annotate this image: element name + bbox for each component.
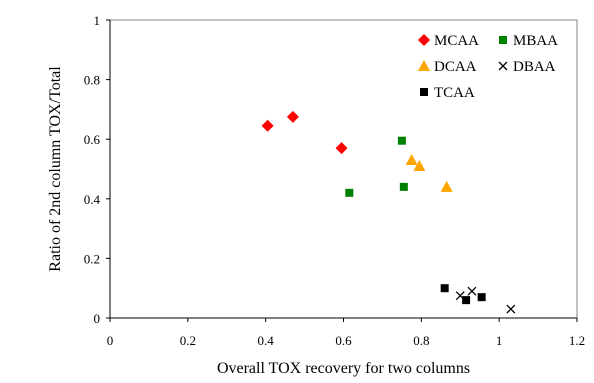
legend-marker-mcaa <box>418 34 430 46</box>
data-point-tcaa <box>462 296 471 305</box>
data-point-dcaa <box>440 180 453 192</box>
data-points <box>261 110 516 314</box>
legend-marker-mbaa <box>499 36 507 44</box>
legend-marker-dcaa <box>418 60 430 71</box>
x-tick-label: 0.4 <box>258 333 275 348</box>
y-axis-ticks: 0 0.2 0.4 0.6 0.8 1 <box>84 13 110 326</box>
x-tick-label: 0.6 <box>335 333 352 348</box>
legend-label-mcaa: MCAA <box>434 33 479 49</box>
data-point-dbaa <box>467 286 477 296</box>
x-tick-label: 0.8 <box>413 333 429 348</box>
legend-label-dbaa: DBAA <box>513 59 556 75</box>
x-tick-label: 1 <box>496 333 503 348</box>
data-point-dcaa <box>413 160 426 172</box>
x-axis-ticks: 0 0.2 0.4 0.6 0.8 1 1.2 <box>107 318 585 348</box>
x-tick-label: 0.2 <box>180 333 196 348</box>
x-tick-label: 1.2 <box>569 333 585 348</box>
y-axis-title: Ratio of 2nd column TOX/Total <box>47 66 64 272</box>
plot-area <box>109 19 578 319</box>
data-point-dbaa <box>506 304 516 314</box>
legend-marker-tcaa <box>420 88 428 96</box>
data-point-dcaa <box>405 154 418 166</box>
x-tick-label: 0 <box>107 333 114 348</box>
data-point-tcaa <box>477 293 486 302</box>
data-point-mcaa <box>261 119 274 132</box>
data-point-mbaa <box>399 182 408 191</box>
y-tick-label: 0.8 <box>84 73 100 88</box>
data-point-mbaa <box>397 136 406 145</box>
y-tick-label: 0 <box>94 311 101 326</box>
y-tick-label: 1 <box>94 13 101 28</box>
data-point-mcaa <box>335 142 348 155</box>
legend-label-tcaa: TCAA <box>434 85 475 101</box>
y-tick-label: 0.2 <box>84 251 100 266</box>
legend: MCAA MBAA DCAA DBAA TCAA <box>418 33 558 101</box>
y-tick-label: 0.4 <box>84 192 101 207</box>
legend-label-dcaa: DCAA <box>434 59 477 75</box>
legend-marker-dbaa <box>498 61 508 71</box>
x-axis-title: Overall TOX recovery for two columns <box>217 360 470 377</box>
legend-label-mbaa: MBAA <box>513 33 558 49</box>
data-point-mcaa <box>286 110 299 123</box>
data-point-tcaa <box>440 284 449 293</box>
data-point-mbaa <box>345 188 354 197</box>
y-tick-label: 0.6 <box>84 132 101 147</box>
